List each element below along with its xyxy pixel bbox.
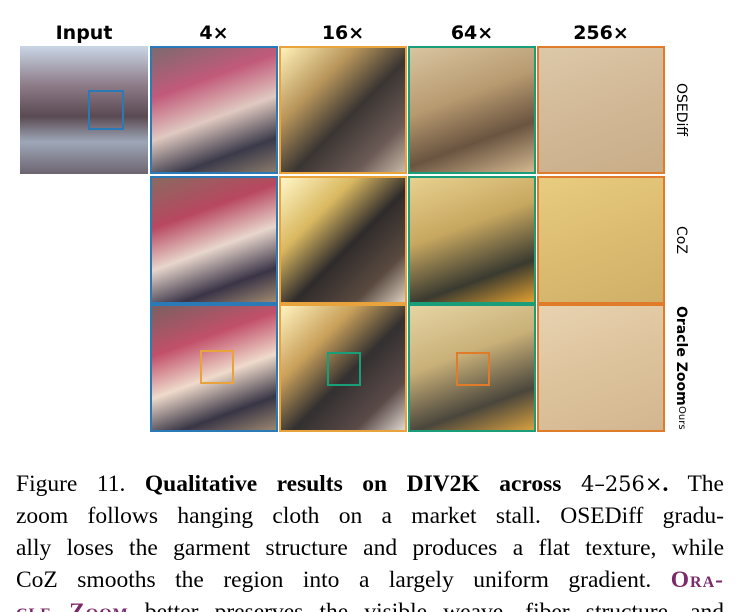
row-label: CoZ: [669, 176, 693, 304]
row-label: Oracle Zoom Ours: [669, 304, 693, 432]
result-tile: [537, 46, 665, 174]
result-tile: [537, 304, 665, 432]
caption-line: ally loses the garment structure and pro…: [16, 532, 724, 564]
row-label-text: OSEDiff: [673, 83, 689, 137]
caption-text: ally loses the garment structure and pro…: [16, 535, 724, 561]
result-tile: [279, 304, 407, 432]
row-label: OSEDiff: [669, 46, 693, 174]
input-highlight: [88, 90, 124, 130]
result-tile: [408, 46, 536, 174]
caption-text: .: [662, 471, 669, 497]
result-tile: [150, 176, 278, 304]
caption-text: Qualitative results on DIV2K across: [144, 471, 581, 497]
caption-line: zoom follows hanging cloth on a market s…: [16, 500, 724, 532]
caption-text: cle Zoom: [16, 599, 129, 612]
zoom-box: [327, 352, 361, 386]
zoom-box: [456, 352, 490, 386]
caption-text: 4–256×: [580, 472, 663, 496]
result-tile: [408, 304, 536, 432]
column-header: 4×: [199, 22, 229, 44]
result-tile: [279, 176, 407, 304]
input-image: [20, 46, 148, 174]
caption-text: zoom follows hanging cloth on a market s…: [16, 503, 724, 529]
row-label-subscript: Ours: [676, 406, 687, 430]
caption-text: CoZ smooths the region into a largely un…: [16, 567, 671, 593]
row-label-text: CoZ: [673, 226, 689, 254]
result-tile: [150, 46, 278, 174]
column-header: Input: [55, 22, 113, 44]
result-tile: [150, 304, 278, 432]
caption-line: CoZ smooths the region into a largely un…: [16, 564, 724, 596]
caption: Figure 11. Qualitative results on DIV2K …: [16, 468, 724, 612]
caption-line: cle Zoom better preserves the visible we…: [16, 596, 724, 612]
row-label-text: Oracle Zoom: [673, 306, 689, 407]
column-header: 64×: [450, 22, 494, 44]
result-tile: [279, 46, 407, 174]
column-header: 16×: [321, 22, 365, 44]
caption-text: Ora-: [670, 567, 724, 593]
caption-text: The: [668, 471, 724, 497]
zoom-box: [200, 350, 234, 384]
column-header: 256×: [573, 22, 629, 44]
result-tile: [537, 176, 665, 304]
caption-text: better preserves the visible weave, fibe…: [128, 599, 724, 612]
result-tile: [408, 176, 536, 304]
caption-line: Figure 11. Qualitative results on DIV2K …: [16, 468, 724, 500]
caption-text: Figure 11.: [16, 471, 145, 497]
